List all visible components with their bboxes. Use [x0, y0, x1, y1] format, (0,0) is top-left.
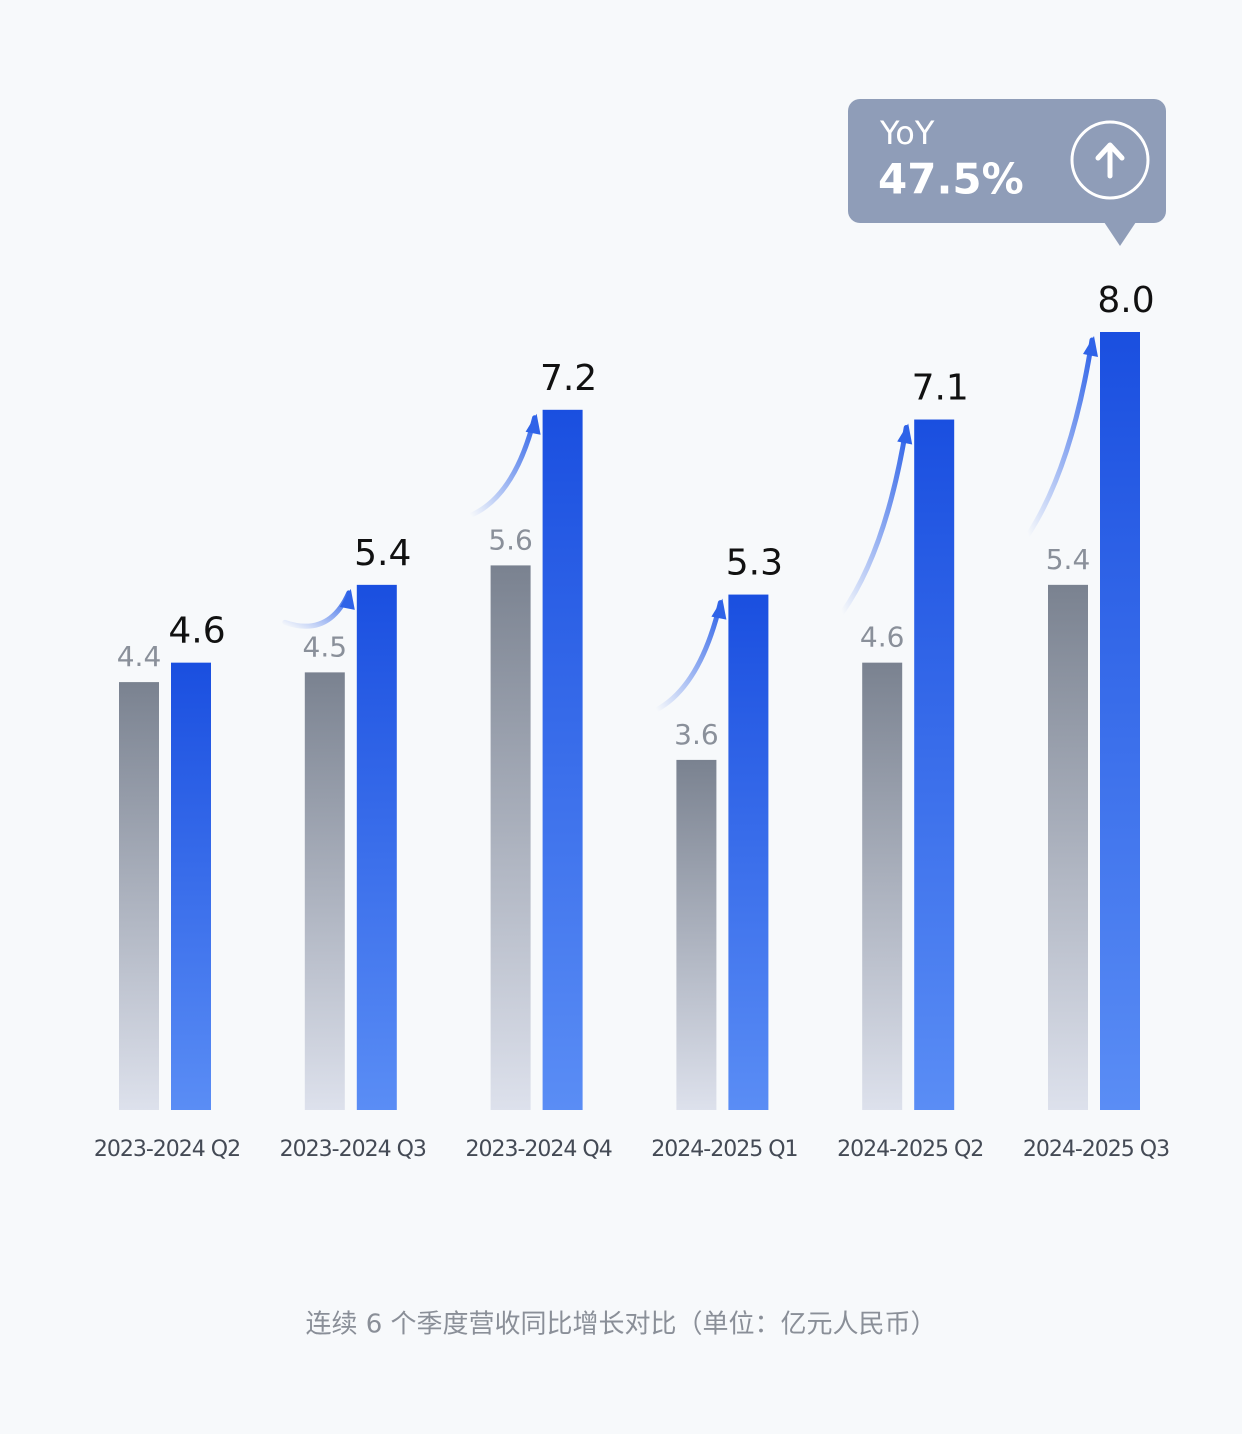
x-tick-label: 2023-2024 Q2: [94, 1137, 240, 1162]
growth-arrow: [468, 415, 538, 518]
data-label: 4.6: [860, 621, 905, 654]
bar: [304, 672, 345, 1110]
bar: [676, 759, 717, 1110]
growth-arrowhead: [525, 413, 541, 435]
data-label: 7.1: [912, 368, 969, 409]
growth-arrowhead: [339, 588, 355, 610]
data-label: 8.0: [1097, 280, 1154, 321]
growth-arrowhead: [711, 598, 727, 620]
callout-value: 47.5%: [878, 155, 1024, 204]
callout-label: YoY: [879, 114, 935, 152]
up-icon: [1070, 120, 1150, 200]
growth-arrow: [839, 425, 909, 616]
x-tick-label: 2024-2025 Q3: [1023, 1137, 1169, 1162]
growth-arrowhead: [897, 423, 913, 445]
bar: [171, 662, 211, 1110]
data-label: 3.6: [674, 718, 719, 751]
bar: [728, 594, 769, 1110]
x-tick-label: 2024-2025 Q1: [651, 1137, 797, 1162]
x-tick-label: 2023-2024 Q4: [465, 1137, 611, 1162]
data-label: 7.2: [540, 358, 597, 399]
bar: [1100, 332, 1140, 1110]
growth-arrow: [1025, 337, 1095, 538]
data-label: 5.3: [726, 543, 783, 584]
data-label: 5.6: [488, 523, 533, 556]
data-label: 4.4: [117, 640, 162, 673]
bar: [119, 682, 159, 1110]
data-label: 4.6: [168, 611, 225, 652]
data-label: 4.5: [303, 630, 348, 663]
data-label: 5.4: [354, 533, 411, 574]
up-arrow: [1095, 142, 1125, 179]
bar: [356, 584, 397, 1110]
bar: [1048, 584, 1088, 1110]
caption: 连续 6 个季度营收同比增长对比（单位：亿元人民币）: [305, 1310, 936, 1340]
data-label: 5.4: [1046, 543, 1091, 576]
yoy-callout: YoY 47.5%: [848, 99, 1166, 246]
growth-arrowhead: [1083, 336, 1098, 357]
bar: [862, 662, 903, 1110]
x-tick-label: 2023-2024 Q3: [280, 1137, 426, 1162]
growth-arrow: [653, 600, 723, 713]
x-tick-label: 2024-2025 Q2: [837, 1137, 983, 1162]
callout-pointer: [1104, 222, 1136, 246]
bar: [542, 409, 583, 1110]
bar: [490, 565, 531, 1110]
bar: [914, 419, 955, 1110]
